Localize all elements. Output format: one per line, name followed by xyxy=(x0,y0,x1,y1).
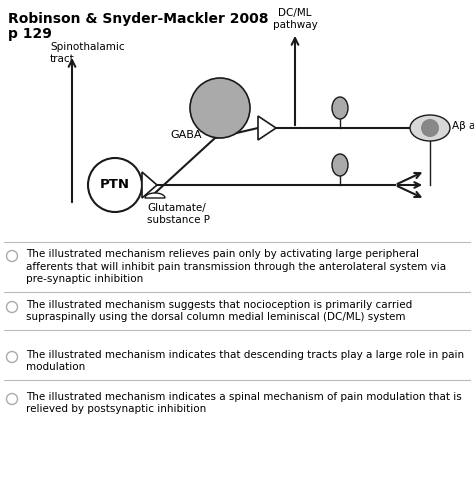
Text: afferents that will inhibit pain transmission through the anterolateral system v: afferents that will inhibit pain transmi… xyxy=(26,262,446,271)
Polygon shape xyxy=(145,193,165,198)
Text: DC/ML
pathway: DC/ML pathway xyxy=(273,8,318,30)
Text: The illustrated mechanism indicates a spinal mechanism of pain modulation that i: The illustrated mechanism indicates a sp… xyxy=(26,392,462,402)
Text: p 129: p 129 xyxy=(8,27,52,41)
Circle shape xyxy=(421,119,439,137)
Circle shape xyxy=(190,78,250,138)
Ellipse shape xyxy=(332,97,348,119)
Text: Spinothalamic
tract: Spinothalamic tract xyxy=(50,42,125,64)
Text: Glutamate/
substance P: Glutamate/ substance P xyxy=(147,203,210,224)
Ellipse shape xyxy=(410,115,450,141)
Text: supraspinally using the dorsal column medial leminiscal (DC/ML) system: supraspinally using the dorsal column me… xyxy=(26,312,405,323)
Text: modulation: modulation xyxy=(26,363,85,372)
Text: The illustrated mechanism suggests that nocioception is primarily carried: The illustrated mechanism suggests that … xyxy=(26,300,412,310)
Polygon shape xyxy=(142,172,157,198)
Text: The illustrated mechanism relieves pain only by activating large peripheral: The illustrated mechanism relieves pain … xyxy=(26,249,419,259)
Text: pre-synaptic inhibition: pre-synaptic inhibition xyxy=(26,274,143,284)
Text: PTN: PTN xyxy=(100,179,130,191)
Polygon shape xyxy=(258,116,276,140)
Text: Aβ axons: Aβ axons xyxy=(452,121,474,131)
Text: relieved by postsynaptic inhibition: relieved by postsynaptic inhibition xyxy=(26,405,206,414)
Text: Robinson & Snyder-Mackler 2008: Robinson & Snyder-Mackler 2008 xyxy=(8,12,268,26)
Ellipse shape xyxy=(332,154,348,176)
Text: GABA: GABA xyxy=(170,130,201,140)
Text: The illustrated mechanism indicates that descending tracts play a large role in : The illustrated mechanism indicates that… xyxy=(26,350,464,360)
